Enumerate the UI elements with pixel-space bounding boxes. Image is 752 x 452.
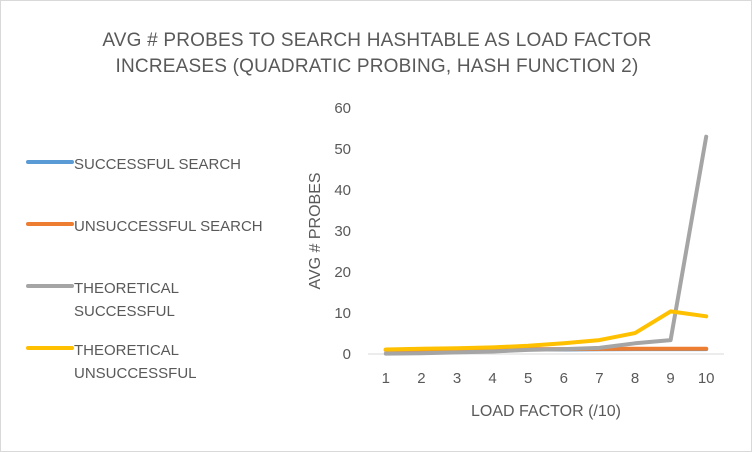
x-tick-label: 5 — [524, 370, 532, 387]
x-axis-ticks: 1 2 3 4 5 6 7 8 9 10 — [382, 370, 715, 387]
legend: SUCCESSFUL SEARCH UNSUCCESSFUL SEARCH THEO… — [26, 156, 263, 382]
x-tick-label: 1 — [382, 370, 390, 387]
chart-title-line-1: AVG # PROBES TO SEARCH HASHTABLE AS LOAD… — [102, 30, 651, 51]
legend-label: SUCCESSFUL SEARCH — [74, 156, 241, 173]
legend-label: UNSUCCESSFUL — [74, 365, 197, 382]
y-tick-label: 40 — [334, 182, 351, 199]
x-tick-label: 10 — [698, 370, 715, 387]
x-tick-label: 4 — [488, 370, 496, 387]
y-tick-label: 30 — [334, 223, 351, 240]
x-tick-label: 6 — [560, 370, 568, 387]
series-line-3 — [383, 134, 709, 356]
x-tick-label: 9 — [666, 370, 674, 387]
y-tick-label: 50 — [334, 141, 351, 158]
x-tick-label: 2 — [417, 370, 425, 387]
x-tick-label: 3 — [453, 370, 461, 387]
y-axis-title: AVG # PROBES — [307, 172, 324, 289]
chart-title-line-2: INCREASES (QUADRATIC PROBING, HASH FUNCT… — [116, 56, 639, 77]
y-tick-label: 60 — [334, 100, 351, 117]
y-tick-label: 0 — [343, 346, 351, 363]
series-lines — [383, 134, 709, 356]
x-tick-label: 8 — [631, 370, 639, 387]
series-line-4 — [383, 309, 709, 352]
legend-label: UNSUCCESSFUL SEARCH — [74, 218, 263, 235]
legend-label: THEORETICAL — [74, 342, 179, 359]
y-tick-label: 20 — [334, 264, 351, 281]
legend-label: THEORETICAL — [74, 280, 179, 297]
y-axis-ticks: 0 10 20 30 40 50 60 — [334, 100, 351, 363]
y-tick-label: 10 — [334, 305, 351, 322]
x-axis-title: LOAD FACTOR (/10) — [471, 403, 621, 420]
x-tick-label: 7 — [595, 370, 603, 387]
legend-label: SUCCESSFUL — [74, 303, 175, 320]
